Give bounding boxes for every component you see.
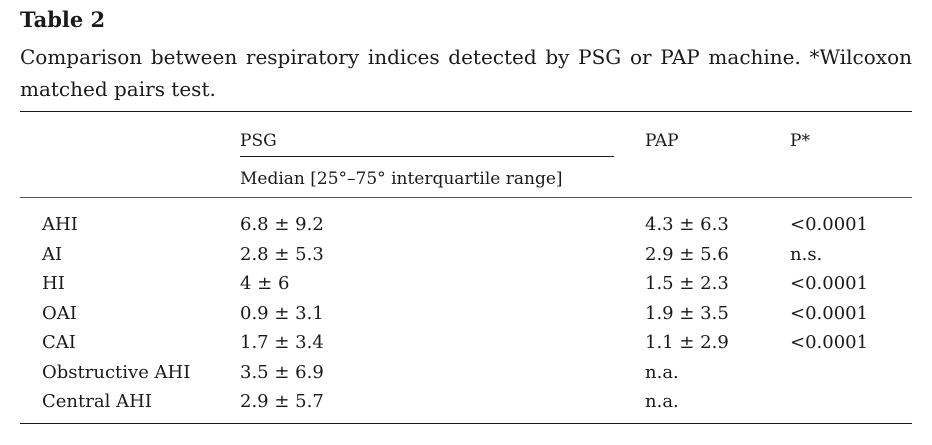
row-label: Obstructive AHI [42,361,191,383]
row-pap-value: 1.5 ± 2.3 [645,273,729,294]
row-label: AHI [42,214,78,235]
header-psg: PSG [240,131,277,151]
table-top-rule [20,111,912,112]
row-psg-value: 3.5 ± 6.9 [240,361,324,383]
row-psg-value: 1.7 ± 3.4 [240,332,324,353]
table-title: Table 2 [20,7,106,32]
header-pap: PAP [645,131,679,151]
row-pap-value: 4.3 ± 6.3 [645,214,729,235]
row-label: AI [42,243,63,265]
row-label: OAI [42,302,77,324]
header-psg-underline [240,156,614,157]
row-label: Central AHI [42,391,152,412]
table-bottom-rule [20,423,912,424]
row-psg-value: 2.8 ± 5.3 [240,243,324,265]
row-psg-value: 4 ± 6 [240,273,290,294]
header-psg-subheading: Median [25°–75° interquartile range] [240,169,563,189]
row-p-value: <0.0001 [790,214,869,235]
row-p-value: <0.0001 [790,332,869,353]
row-pap-value: 1.1 ± 2.9 [645,332,729,353]
row-pap-value: n.a. [645,361,679,383]
row-label: CAI [42,332,76,353]
row-p-value: <0.0001 [790,302,869,324]
row-pap-value: 2.9 ± 5.6 [645,243,729,265]
header-p-value: P* [790,131,810,151]
row-psg-value: 0.9 ± 3.1 [240,302,324,324]
table-caption: Comparison between respiratory indices d… [20,45,912,101]
row-label: HI [42,273,65,294]
row-p-value: n.s. [790,243,823,265]
table-header-rule [20,197,912,198]
row-pap-value: 1.9 ± 3.5 [645,302,729,324]
row-psg-value: 6.8 ± 9.2 [240,214,324,235]
row-p-value: <0.0001 [790,273,869,294]
row-psg-value: 2.9 ± 5.7 [240,391,324,412]
row-pap-value: n.a. [645,391,679,412]
